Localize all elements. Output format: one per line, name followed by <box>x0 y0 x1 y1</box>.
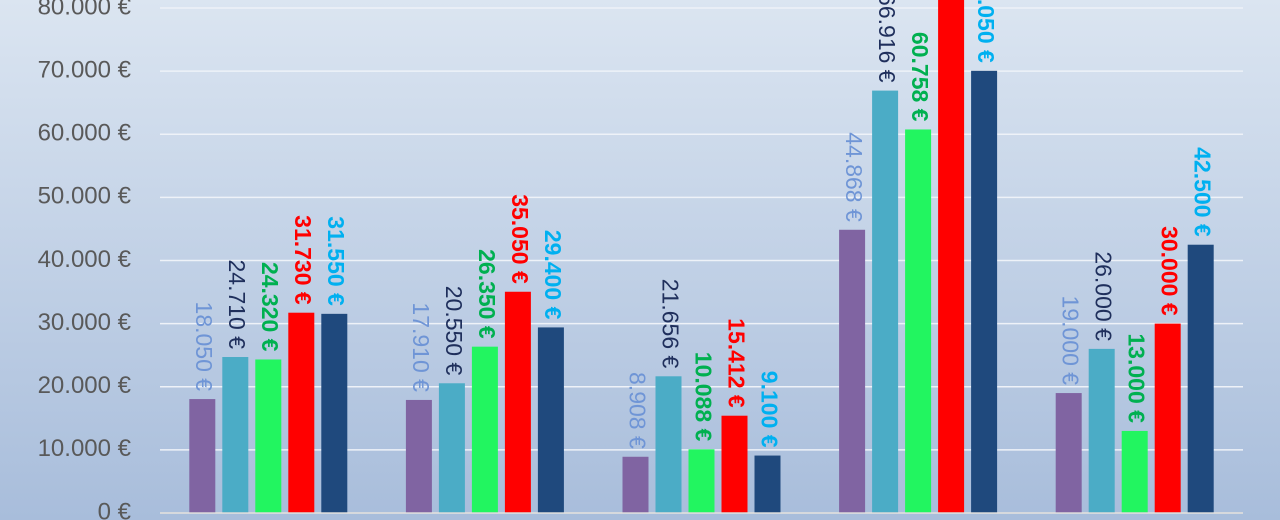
bar <box>1088 348 1115 513</box>
bar <box>872 90 899 514</box>
bar <box>1121 430 1148 513</box>
value-label: 19.000 € <box>1058 296 1084 386</box>
value-label: 66.916 € <box>874 0 900 83</box>
value-label: 30.000 € <box>1157 226 1183 316</box>
bar <box>321 313 348 513</box>
bar <box>288 312 315 513</box>
bar <box>839 229 866 513</box>
value-label: 26.350 € <box>474 249 500 339</box>
value-label: 18.050 € <box>191 302 217 392</box>
value-label: 10.088 € <box>690 352 716 442</box>
bar <box>622 456 649 513</box>
bar <box>471 346 498 513</box>
y-tick-label: 80.000 € <box>38 0 132 20</box>
bar <box>905 129 932 513</box>
value-label: 13.000 € <box>1124 333 1150 423</box>
value-label: 20.550 € <box>441 286 467 376</box>
value-label: 42.500 € <box>1190 147 1216 237</box>
bar <box>438 383 465 513</box>
value-label: 26.000 € <box>1091 251 1117 341</box>
value-label: 9.100 € <box>756 371 782 448</box>
value-label: 15.412 € <box>723 318 749 408</box>
y-tick-label: 20.000 € <box>38 372 132 399</box>
value-label: 29.400 € <box>540 230 566 320</box>
value-label: 21.656 € <box>657 279 683 369</box>
y-tick-label: 50.000 € <box>38 183 132 210</box>
value-label: 31.730 € <box>290 215 316 305</box>
value-label: 35.050 € <box>507 194 533 284</box>
value-label: 31.550 € <box>323 216 349 306</box>
bar <box>222 357 249 513</box>
value-label: 44.868 € <box>841 132 867 222</box>
value-label: 17.910 € <box>408 302 434 392</box>
bar <box>537 327 564 513</box>
bar <box>255 359 282 513</box>
bar <box>655 376 682 513</box>
value-label: 8.908 € <box>624 372 650 449</box>
y-tick-label: 60.000 € <box>38 120 132 147</box>
y-tick-label: 30.000 € <box>38 309 132 336</box>
value-label: 24.320 € <box>257 262 283 352</box>
bar <box>1187 244 1214 513</box>
y-tick-label: 40.000 € <box>38 246 132 273</box>
bar <box>1154 323 1181 513</box>
y-tick-label: 10.000 € <box>38 435 132 462</box>
bar <box>405 399 432 513</box>
value-label: 60.758 € <box>907 32 933 122</box>
bar <box>688 449 715 513</box>
value-label: 70.050 € <box>973 0 999 63</box>
bar <box>938 0 965 513</box>
y-tick-label: 70.000 € <box>38 56 132 83</box>
value-label: 24.710 € <box>224 259 250 349</box>
bar <box>504 291 531 513</box>
bar <box>721 415 748 513</box>
bar <box>754 455 781 513</box>
y-tick-label: 0 € <box>98 498 132 520</box>
bar <box>971 70 998 513</box>
bar <box>189 399 216 513</box>
bar <box>1055 393 1082 513</box>
